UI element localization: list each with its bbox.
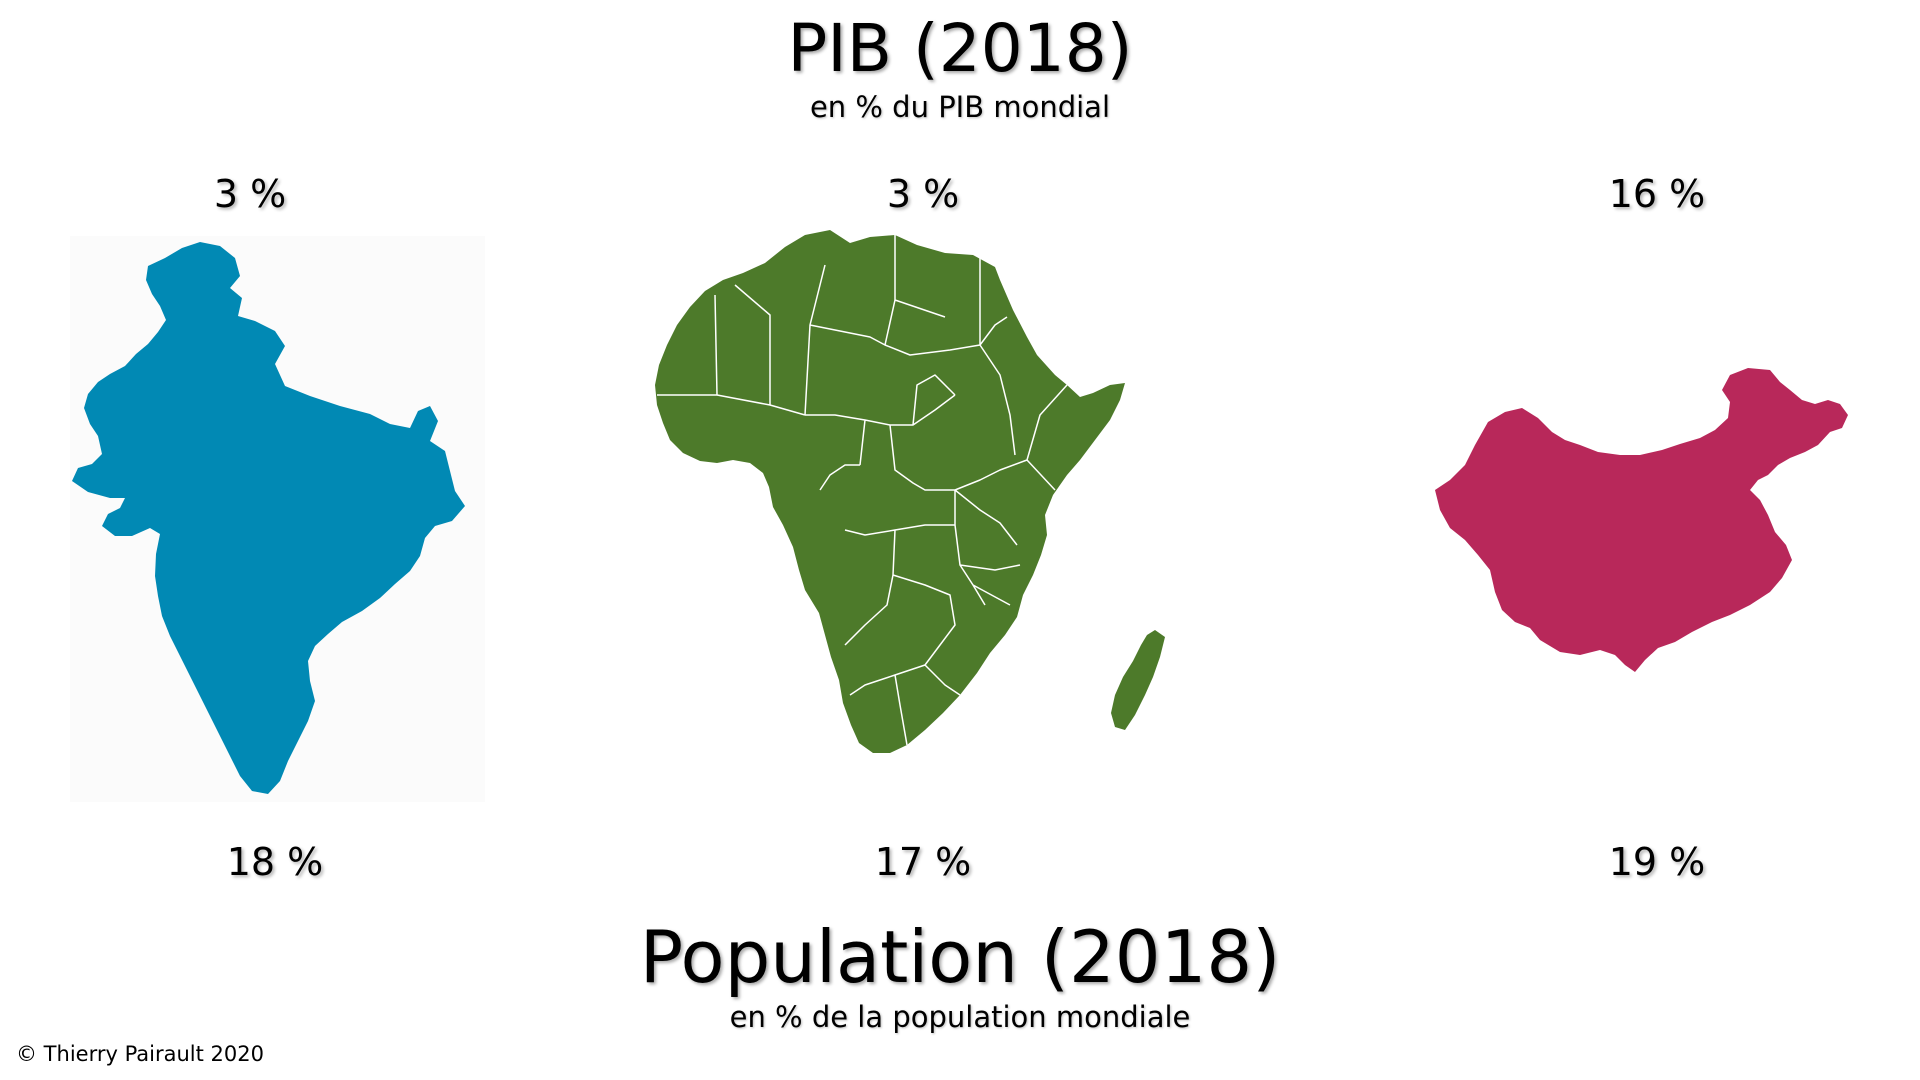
india-gdp-value: 3 % <box>213 172 287 216</box>
copyright-notice: © Thierry Pairault 2020 <box>16 1042 264 1066</box>
india-shape <box>72 242 465 794</box>
africa-continent-shape <box>655 230 1125 753</box>
china-map <box>1430 360 1880 680</box>
africa-borders <box>657 235 1068 746</box>
india-map <box>70 236 485 802</box>
india-population-value: 18 % <box>226 840 324 884</box>
china-shape <box>1435 368 1848 672</box>
population-title: Population (2018) <box>639 915 1281 999</box>
madagascar-shape <box>1111 630 1165 730</box>
china-gdp-value: 16 % <box>1608 172 1706 216</box>
china-population-value: 19 % <box>1608 840 1706 884</box>
africa-population-value: 17 % <box>874 840 972 884</box>
africa-map <box>655 225 1185 810</box>
gdp-subtitle: en % du PIB mondial <box>809 90 1111 124</box>
population-subtitle: en % de la population mondiale <box>729 1000 1191 1034</box>
africa-gdp-value: 3 % <box>886 172 960 216</box>
gdp-title: PIB (2018) <box>787 10 1133 87</box>
